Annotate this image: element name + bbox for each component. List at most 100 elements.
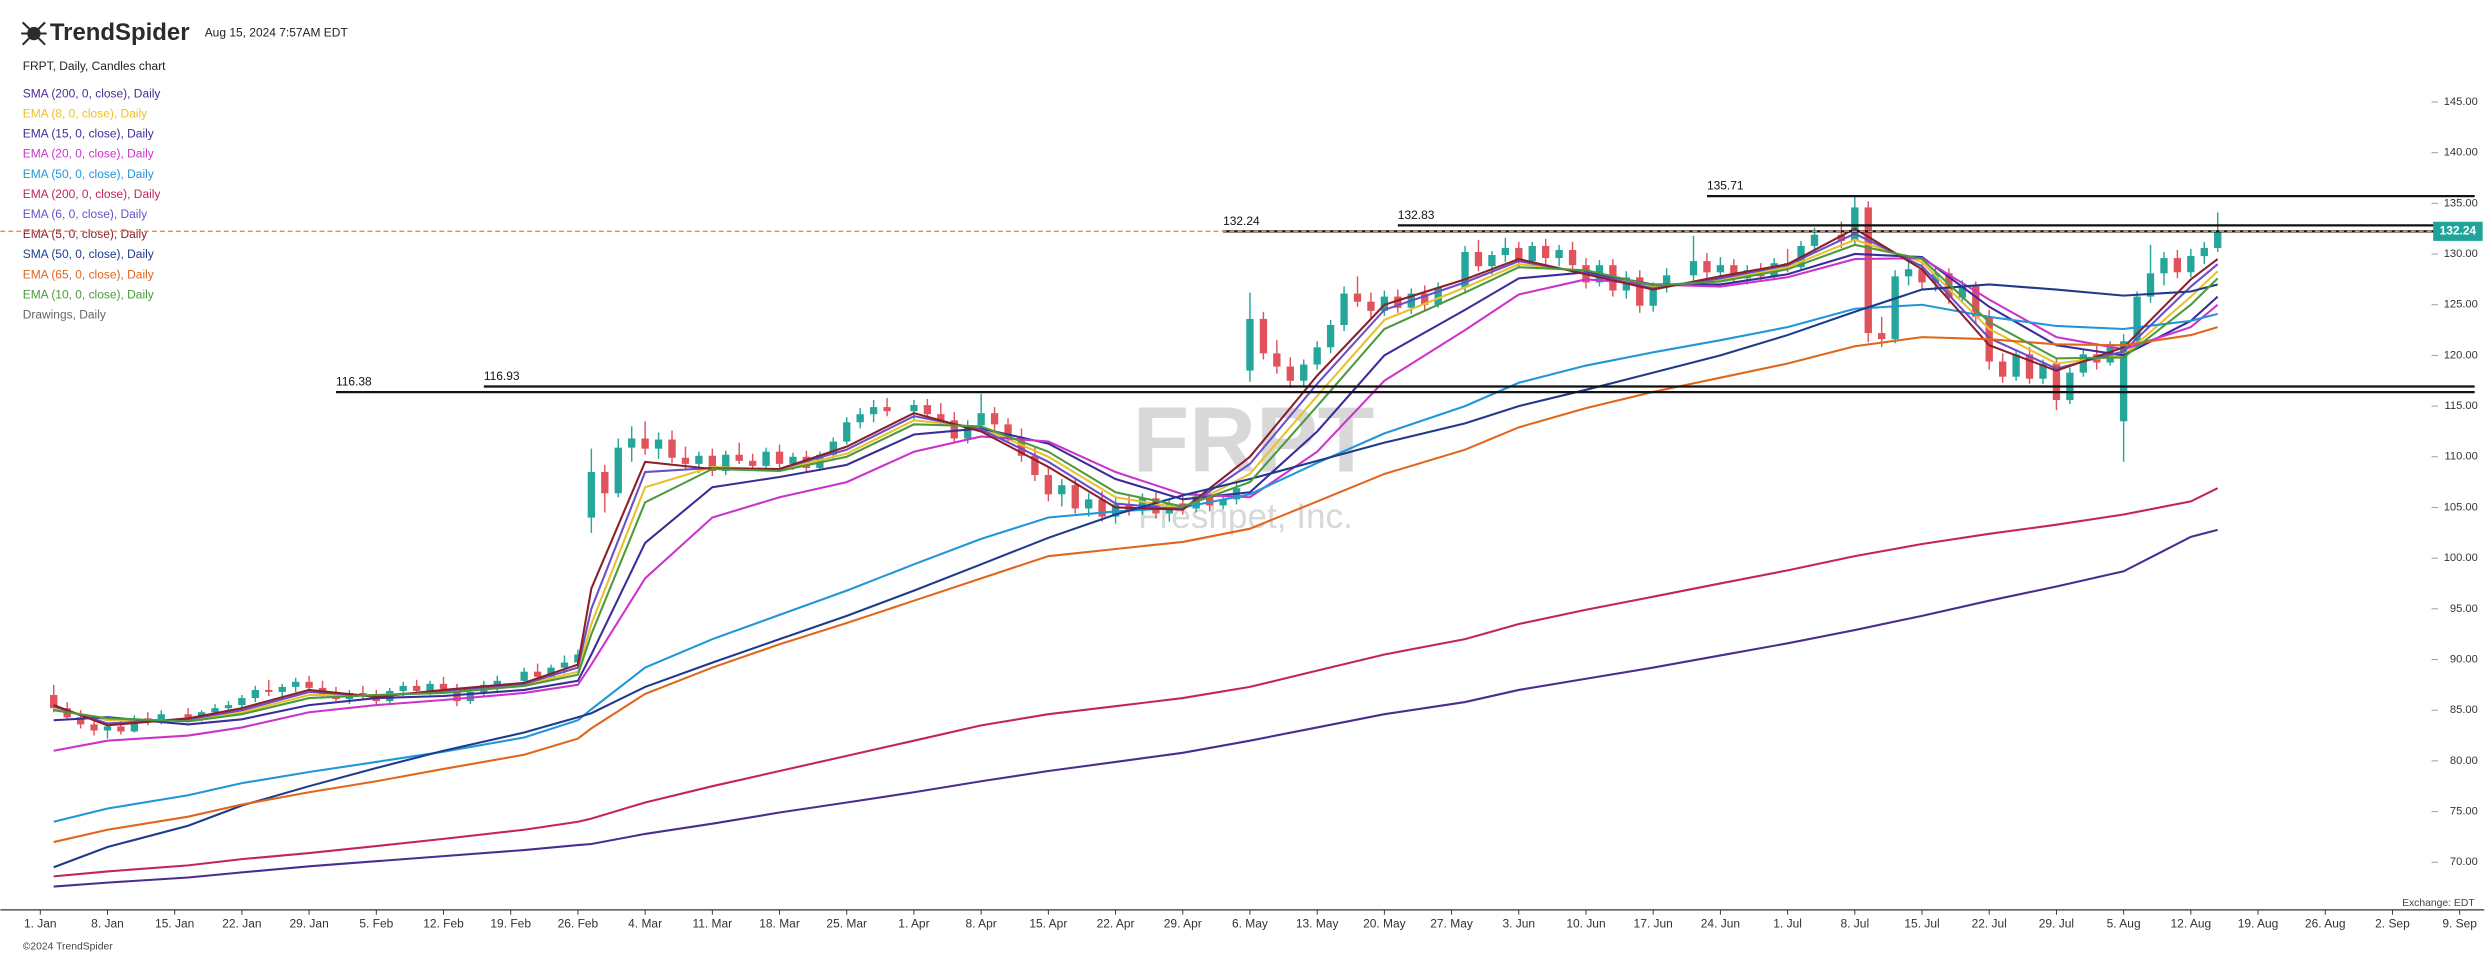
- candle-body: [695, 455, 703, 464]
- ma-line: [53, 487, 2219, 878]
- candle-body: [2173, 258, 2182, 273]
- x-tick-label: 25. Mar: [826, 916, 867, 930]
- candle-body: [1044, 475, 1053, 495]
- candle-body: [1931, 273, 1940, 283]
- candle-body: [1434, 287, 1442, 305]
- candle-body: [923, 405, 932, 415]
- candle-body: [1353, 293, 1362, 302]
- candle-body: [1085, 499, 1093, 509]
- legend-entry: SMA (50, 0, close), Daily: [23, 247, 154, 261]
- candle-body: [1004, 424, 1012, 438]
- candle-body: [50, 694, 58, 709]
- price-badge-label: 132.24: [2440, 223, 2477, 237]
- candle-body: [1972, 286, 1980, 317]
- x-tick-label: 5. Aug: [2107, 916, 2141, 930]
- candle-body: [1488, 255, 1496, 267]
- x-tick-label: 15. Jan: [155, 916, 194, 930]
- watermark-symbol: FRPT: [1133, 387, 1375, 491]
- y-tick-label: 140.00: [2444, 147, 2478, 159]
- x-tick-label: 11. Mar: [692, 916, 732, 930]
- candle-body: [1568, 249, 1577, 266]
- candle-body: [869, 407, 878, 415]
- legend-entry: Drawings, Daily: [23, 308, 106, 322]
- candle-body: [1326, 324, 1335, 348]
- x-tick-label: 19. Feb: [490, 916, 531, 930]
- x-tick-label: 4. Mar: [628, 916, 662, 930]
- candle-body: [910, 405, 918, 412]
- candle-body: [977, 413, 985, 426]
- x-tick-label: 27. May: [1430, 916, 1473, 930]
- candle-body: [426, 683, 434, 691]
- legend-entry: EMA (10, 0, close), Daily: [23, 287, 154, 301]
- y-tick-label: 85.00: [2450, 704, 2478, 716]
- legend-entry: EMA (50, 0, close), Daily: [23, 167, 154, 181]
- candle-body: [1810, 234, 1819, 246]
- x-tick-label: 3. Jun: [1502, 916, 1535, 930]
- y-tick-label: 125.00: [2444, 299, 2478, 311]
- legend-entry: EMA (15, 0, close), Daily: [23, 127, 154, 141]
- candle-body: [278, 686, 286, 692]
- candle-body: [560, 662, 569, 668]
- candle-body: [708, 455, 717, 471]
- brand: TrendSpider: [50, 19, 190, 46]
- candle-body: [224, 705, 233, 709]
- candle-body: [1662, 275, 1671, 287]
- candle-body: [1958, 286, 1967, 298]
- ma-line: [53, 326, 2218, 844]
- x-tick-label: 8. Jan: [91, 916, 124, 930]
- candle-body: [1017, 437, 1026, 456]
- price-badge: [2433, 221, 2483, 241]
- candle-body: [1205, 496, 1214, 506]
- y-tick-label: 110.00: [2445, 451, 2478, 463]
- x-tick-label: 26. Feb: [558, 916, 599, 930]
- candle-body: [1313, 347, 1321, 365]
- candle-body: [587, 471, 596, 518]
- candle-body: [1461, 252, 1469, 288]
- candle-body: [1394, 296, 1402, 308]
- candle-body: [1649, 286, 1657, 306]
- x-tick-label: 8. Apr: [966, 916, 997, 930]
- candle-body: [856, 414, 864, 423]
- x-tick-label: 26. Aug: [2305, 916, 2346, 930]
- x-tick-label: 19. Aug: [2238, 916, 2279, 930]
- candle-body: [1716, 265, 1725, 273]
- x-tick-label: 1. Jan: [24, 916, 57, 930]
- drawing-label: 135.71: [1707, 179, 1744, 193]
- candle-body: [1300, 364, 1308, 381]
- candle-body: [2052, 363, 2061, 401]
- x-tick-label: 12. Aug: [2171, 916, 2212, 930]
- candle-body: [1474, 252, 1483, 267]
- candle-body: [1837, 234, 1846, 241]
- candle-body: [1904, 269, 1913, 277]
- candle-body: [829, 441, 837, 455]
- legend-entry: EMA (20, 0, close), Daily: [23, 147, 154, 161]
- candle-body: [2079, 354, 2087, 373]
- candle-body: [964, 425, 972, 439]
- logo-legs: [21, 21, 47, 46]
- ma-line: [53, 283, 2218, 869]
- candle-body: [1152, 498, 1160, 514]
- candle-body: [547, 667, 555, 677]
- candle-body: [735, 454, 743, 461]
- y-tick-label: 80.00: [2450, 755, 2478, 767]
- candle-body: [1031, 455, 1039, 476]
- x-tick-label: 17. Jun: [1634, 916, 1673, 930]
- candle-body: [789, 456, 797, 464]
- drawing-label: 116.38: [336, 375, 372, 389]
- ma-line: [53, 252, 2219, 726]
- candle-body: [1528, 245, 1536, 262]
- candle-body: [1219, 499, 1227, 506]
- candle-body: [1689, 261, 1698, 276]
- x-tick-label: 18. Mar: [759, 916, 800, 930]
- candle-body: [990, 413, 999, 425]
- x-tick-label: 15. Apr: [1029, 916, 1067, 930]
- candle-body: [1058, 485, 1066, 495]
- x-tick-label: 20. May: [1363, 916, 1406, 930]
- x-tick-label: 22. Apr: [1097, 916, 1135, 930]
- candle-body: [439, 683, 448, 689]
- candle-body: [641, 438, 649, 449]
- candle-body: [762, 451, 770, 466]
- logo: TrendSpider: [21, 19, 190, 46]
- candle-body: [1340, 293, 1348, 325]
